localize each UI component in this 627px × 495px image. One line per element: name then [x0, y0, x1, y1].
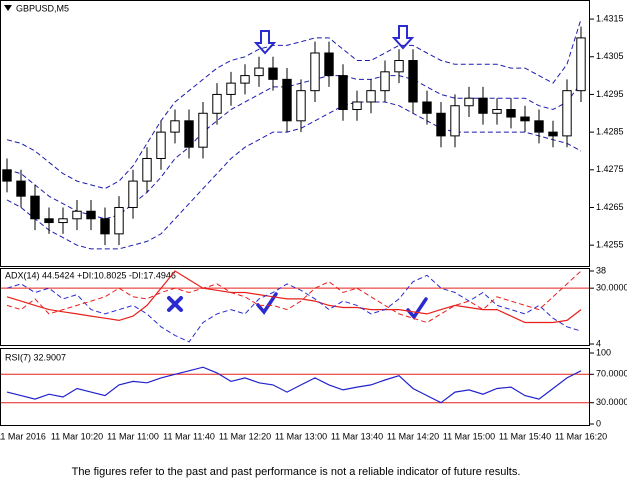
- x-tick-label: 11 Mar 13:40: [331, 431, 383, 441]
- candle-body: [520, 116, 530, 122]
- candle-body: [394, 60, 404, 73]
- candle-body: [240, 75, 250, 84]
- candle-body: [408, 60, 418, 103]
- candle-body: [464, 97, 474, 107]
- panel-title: ADX(14) 44.5424 +DI:10.8025 -DI:17.4946: [5, 270, 176, 280]
- x-tick-label: 11 Mar 2016: [0, 431, 46, 441]
- candle-body: [212, 93, 222, 114]
- y-tick-label: 38: [596, 265, 606, 275]
- candle-body: [58, 218, 68, 224]
- y-tick-label: 1.4305: [596, 51, 624, 61]
- candle-body: [268, 67, 278, 80]
- down-arrow: [253, 30, 277, 55]
- candle-body: [142, 157, 152, 182]
- symbol-icon: [4, 5, 12, 11]
- candle-body: [296, 90, 306, 122]
- candle-body: [30, 195, 40, 220]
- candle-body: [198, 112, 208, 148]
- panel-title: RSI(7) 32.9007: [5, 352, 66, 362]
- rsi-panel: [0, 348, 590, 426]
- x-tick-label: 11 Mar 14:20: [387, 431, 439, 441]
- down-arrow: [391, 25, 415, 50]
- candle-body: [100, 218, 110, 235]
- candle-body: [2, 169, 12, 182]
- y-tick-label: 30.0000: [596, 397, 627, 407]
- price-panel: [0, 0, 590, 267]
- candle-body: [366, 90, 376, 103]
- series-line: [6, 75, 582, 220]
- candle-body: [44, 218, 54, 224]
- x-tick-label: 11 Mar 11:00: [107, 431, 159, 441]
- series-line: [6, 270, 582, 324]
- x-tick-label: 11 Mar 15:40: [499, 431, 551, 441]
- candle-body: [534, 120, 544, 133]
- y-tick-label: 100: [596, 347, 611, 357]
- candle-body: [156, 131, 166, 159]
- series-line: [6, 274, 582, 343]
- x-tick-label: 11 Mar 13:00: [275, 431, 327, 441]
- cross-icon: [167, 296, 183, 312]
- candle-body: [128, 180, 138, 208]
- candle-body: [338, 75, 348, 111]
- y-tick-label: 1.4255: [596, 240, 624, 250]
- y-tick-label: 1.4295: [596, 89, 624, 99]
- candle-body: [422, 101, 432, 114]
- candle-body: [478, 97, 488, 114]
- y-tick-label: 30.0000: [596, 283, 627, 293]
- candle-body: [562, 90, 572, 137]
- series-line: [6, 101, 582, 250]
- y-tick-label: 1.4265: [596, 202, 624, 212]
- panel-title: GBPUSD,M5: [16, 3, 69, 13]
- candle-body: [324, 52, 334, 77]
- check-icon: [406, 297, 428, 320]
- x-tick-label: 11 Mar 12:20: [219, 431, 271, 441]
- candle-body: [114, 206, 124, 235]
- candle-body: [310, 52, 320, 92]
- candle-body: [450, 105, 460, 137]
- y-tick-label: 1.4285: [596, 126, 624, 136]
- candle-body: [506, 109, 516, 118]
- candle-body: [436, 112, 446, 137]
- candle-body: [72, 210, 82, 220]
- y-tick-label: 0: [596, 418, 601, 428]
- candle-body: [548, 131, 558, 137]
- y-tick-label: 70.0000: [596, 369, 627, 379]
- series-line: [6, 366, 582, 404]
- candle-body: [184, 120, 194, 148]
- candle-body: [16, 180, 26, 197]
- candle-body: [282, 78, 292, 122]
- x-tick-label: 11 Mar 16:20: [555, 431, 607, 441]
- x-tick-label: 11 Mar 10:20: [51, 431, 103, 441]
- adx-panel: [0, 268, 590, 346]
- candle-body: [254, 67, 264, 77]
- candle-body: [86, 210, 96, 220]
- signal-arrows: [253, 25, 415, 55]
- candle-body: [226, 82, 236, 95]
- y-tick-label: 1.4275: [596, 164, 624, 174]
- disclaimer: The figures refer to the past and past p…: [72, 466, 521, 478]
- x-tick-label: 11 Mar 15:00: [443, 431, 495, 441]
- candle-body: [352, 101, 362, 111]
- candle-body: [170, 120, 180, 133]
- check-icon: [256, 292, 278, 315]
- candle-body: [380, 71, 390, 92]
- candle-body: [492, 109, 502, 114]
- series-line: [6, 270, 582, 324]
- x-tick-label: 11 Mar 11:40: [163, 431, 215, 441]
- series-line: [6, 18, 582, 190]
- candle-body: [576, 37, 586, 92]
- y-tick-label: 1.4315: [596, 13, 624, 23]
- y-tick-label: 4: [596, 338, 601, 348]
